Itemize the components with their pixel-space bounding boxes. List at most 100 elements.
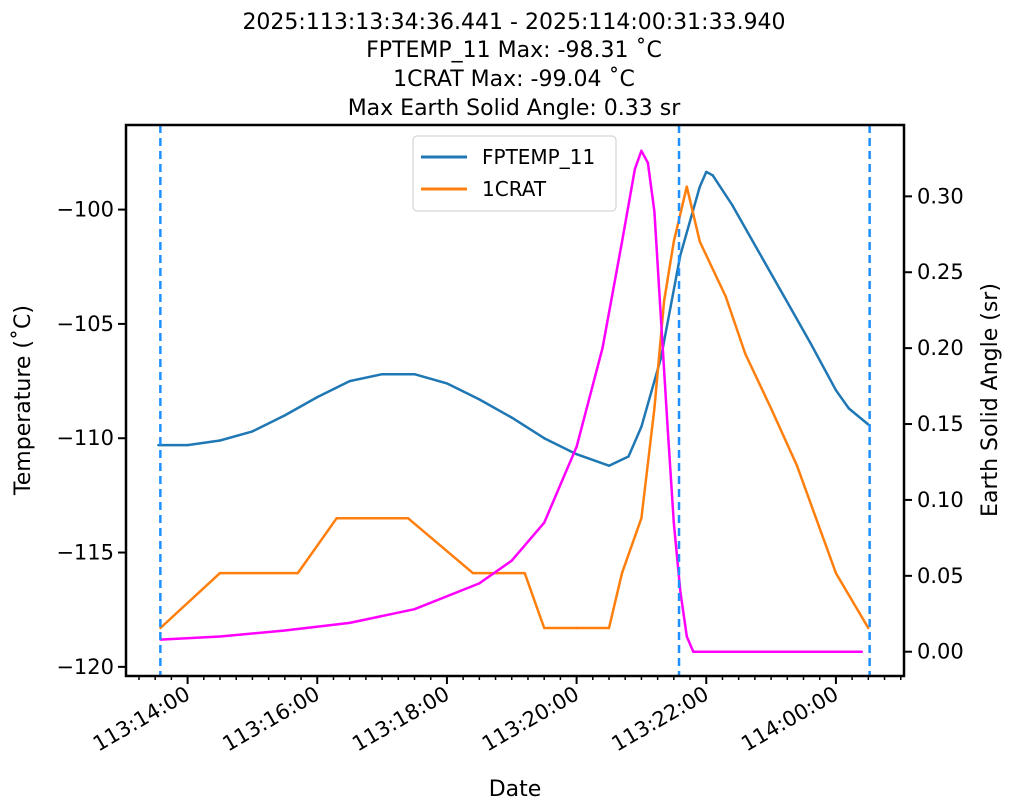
data-point-1crat [471,571,475,575]
data-point-earth-solid-angle [737,650,740,653]
data-point-fptemp-11 [698,185,701,188]
data-point-1crat [296,571,299,575]
series-line-fptemp-11 [158,170,870,467]
data-point-1crat [653,407,656,410]
title-line-3: 1CRAT Max: -99.04 ˚C [393,67,635,92]
data-point-1crat [795,464,799,467]
data-point-earth-solid-angle [679,589,682,593]
data-point-fptemp-11 [380,373,384,376]
data-point-earth-solid-angle [860,650,864,653]
data-point-fptemp-11 [218,439,222,442]
y-left-tick-label: −105 [56,312,114,336]
data-point-fptemp-11 [283,414,286,417]
title-line-2: FPTEMP_11 Max: -98.31 ˚C [366,38,662,63]
data-point-earth-solid-angle [802,650,805,653]
data-point-fptemp-11 [808,341,812,344]
y-axis-left-label: Temperature (˚C) [11,305,36,496]
y-right-tick-label: 0.25 [917,260,964,284]
y-axis-right-ticks: 0.00 0.05 0.10 0.15 0.20 0.25 0.30 [904,184,964,664]
series-line-1crat [159,185,870,630]
data-point-1crat [744,352,747,355]
legend-label-1crat: 1CRAT [482,177,547,201]
data-point-earth-solid-angle [692,650,695,653]
data-point-fptemp-11 [186,443,189,447]
data-point-fptemp-11 [543,437,546,440]
x-tick-label: 113:14:00 [89,682,194,757]
data-point-fptemp-11 [640,425,643,428]
y-right-tick-label: 0.30 [917,184,964,208]
data-point-1crat [834,571,838,575]
y-right-tick-label: 0.05 [917,564,964,588]
data-point-fptemp-11 [607,464,611,467]
data-point-earth-solid-angle [640,149,643,152]
data-point-1crat [685,185,688,188]
data-point-fptemp-11 [756,249,760,252]
x-tick-label: 114:00:00 [737,682,842,757]
y-left-tick-label: −100 [56,198,114,222]
y-axis-right-label: Earth Solid Angle (sr) [978,283,1003,517]
chart-title: 2025:113:13:34:36.441 - 2025:114:00:31:3… [242,10,785,121]
data-point-1crat [159,626,162,630]
data-point-1crat [662,299,666,303]
data-point-1crat [867,626,870,630]
title-line-1: 2025:113:13:34:36.441 - 2025:114:00:31:3… [242,10,785,35]
data-point-fptemp-11 [510,416,513,419]
x-tick-label: 113:16:00 [218,682,323,757]
legend-label-fptemp: FPTEMP_11 [482,145,595,169]
x-axis-ticks: 113:14:00 113:16:00 113:18:00 113:20:00 113:… [89,676,902,757]
data-point-earth-solid-angle [510,559,513,562]
data-point-fptemp-11 [731,203,734,207]
data-point-1crat [607,626,611,630]
data-point-earth-solid-angle [348,621,351,625]
data-point-1crat [672,240,675,243]
data-point-fptemp-11 [847,407,851,410]
data-point-earth-solid-angle [685,635,688,638]
data-point-1crat [543,626,546,630]
data-point-fptemp-11 [251,430,254,433]
legend-box [412,135,617,212]
x-tick-label: 113:22:00 [607,682,712,757]
data-point-1crat [640,517,643,520]
data-point-earth-solid-angle [653,210,656,213]
data-point-fptemp-11 [575,453,578,456]
data-point-fptemp-11 [316,395,319,399]
data-point-earth-solid-angle [543,521,546,524]
y-right-tick-label: 0.10 [917,488,964,512]
y-right-tick-label: 0.15 [917,412,964,436]
data-point-1crat [523,571,526,575]
y-right-tick-label: 0.00 [917,640,964,664]
data-point-fptemp-11 [782,295,786,298]
title-line-4: Max Earth Solid Angle: 0.33 sr [348,96,682,121]
data-point-earth-solid-angle [413,608,416,611]
data-point-fptemp-11 [445,382,449,385]
axes-frame [124,123,906,678]
data-point-fptemp-11 [157,443,160,447]
data-point-fptemp-11 [627,455,630,458]
data-point-1crat [724,295,727,298]
data-point-earth-solid-angle [672,521,675,524]
series-line-earth-solid-angle [160,149,862,653]
data-point-earth-solid-angle [218,635,222,638]
data-point-earth-solid-angle [283,629,286,632]
data-point-fptemp-11 [705,170,708,174]
x-tick-label: 113:18:00 [348,682,453,757]
data-point-earth-solid-angle [478,582,481,585]
data-point-fptemp-11 [348,379,351,383]
y-left-tick-label: −110 [56,426,114,450]
data-point-earth-solid-angle [666,422,669,426]
x-axis-label: Date [489,777,542,802]
data-point-1crat [335,517,338,520]
data-point-earth-solid-angle [659,316,663,319]
y-left-tick-label: −115 [56,541,114,565]
y-left-tick-label: −120 [56,655,114,679]
data-point-fptemp-11 [711,174,714,177]
legend: FPTEMP_11 1CRAT [412,135,617,212]
data-point-earth-solid-angle [646,161,650,165]
data-point-1crat [769,407,773,410]
data-point-1crat [698,240,701,243]
data-point-fptemp-11 [834,389,838,392]
data-point-fptemp-11 [413,373,416,376]
data-point-earth-solid-angle [620,240,624,244]
y-right-tick-label: 0.20 [917,336,964,360]
